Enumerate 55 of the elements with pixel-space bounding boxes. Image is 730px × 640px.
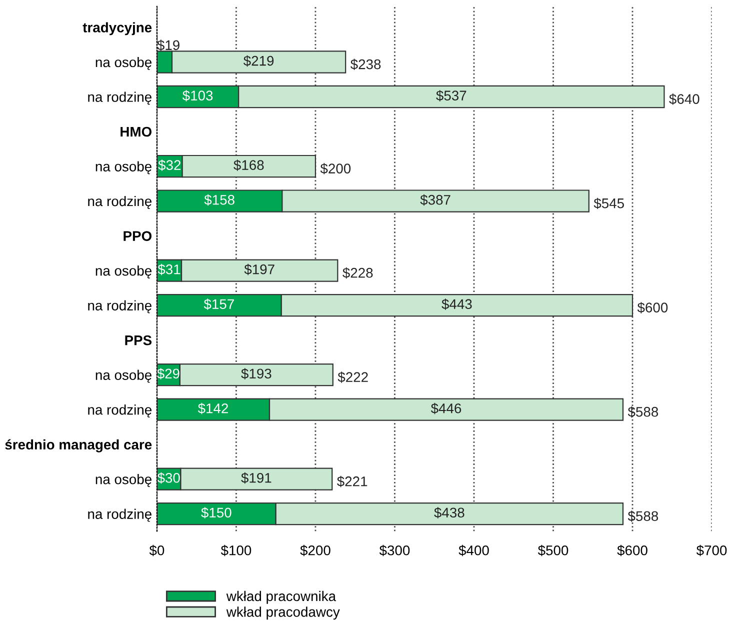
y-tick-label: PPO (124, 231, 152, 241)
x-tick-label: $300 (379, 544, 410, 556)
x-tick-label: $600 (617, 544, 648, 556)
total-label: $640 (669, 94, 700, 105)
total-label: $588 (628, 510, 658, 522)
data-label: $31 (158, 264, 180, 276)
y-tick-label: średnio managed care (5, 439, 152, 452)
y-tick-label: HMO (120, 126, 152, 137)
data-label: $191 (241, 472, 272, 484)
data-label: $197 (244, 264, 274, 276)
data-label: $168 (234, 160, 264, 171)
x-tick-label: $700 (696, 544, 727, 556)
data-label: $157 (204, 298, 234, 310)
data-label: $193 (241, 368, 272, 380)
x-tick-label: $400 (458, 544, 489, 556)
y-tick-label: na osobę (96, 266, 152, 278)
total-label: $588 (628, 406, 658, 418)
data-label: $219 (244, 55, 274, 67)
x-tick-label: $100 (220, 544, 252, 556)
data-label: $150 (201, 507, 232, 518)
y-tick-label: na osobę (96, 370, 152, 383)
x-tick-label: $500 (538, 544, 568, 556)
data-label: $438 (434, 507, 464, 518)
y-tick-label: na osobę (96, 56, 152, 70)
total-label: $221 (337, 476, 368, 488)
data-label: $30 (157, 472, 180, 484)
total-label: $600 (637, 302, 668, 314)
total-label: $222 (338, 372, 368, 383)
y-tick-label: na rodzinę (88, 196, 152, 209)
y-tick-label: PPS (125, 335, 152, 346)
x-tick-label: $200 (300, 544, 330, 556)
y-tick-label: tradycyjne (82, 22, 152, 36)
y-tick-label: na rodzinę (88, 300, 152, 314)
data-label: $103 (182, 90, 213, 102)
legend-label: wkład pracodawcy (226, 606, 340, 620)
data-label: $158 (204, 194, 234, 206)
total-label: $200 (320, 163, 351, 174)
data-label: $387 (420, 194, 450, 206)
x-tick-label: $0 (149, 544, 164, 556)
y-tick-label: na osobę (96, 161, 152, 174)
data-label: $32 (158, 160, 181, 171)
data-label: $443 (442, 298, 472, 310)
total-label: $238 (350, 58, 381, 70)
y-tick-label: na osobę (96, 474, 152, 487)
y-tick-label: na rodzinę (88, 404, 152, 418)
y-tick-label: na rodzinę (88, 92, 152, 105)
y-tick-label: na rodzinę (88, 508, 152, 522)
legend-label: wkład pracownika (226, 590, 336, 604)
data-label: $446 (430, 402, 462, 414)
data-label: $537 (436, 90, 466, 102)
data-label: $142 (198, 402, 228, 414)
data-label: $29 (157, 368, 180, 380)
total-label: $228 (342, 267, 373, 279)
total-label: $545 (594, 198, 624, 210)
data-label: $19 (157, 40, 180, 51)
